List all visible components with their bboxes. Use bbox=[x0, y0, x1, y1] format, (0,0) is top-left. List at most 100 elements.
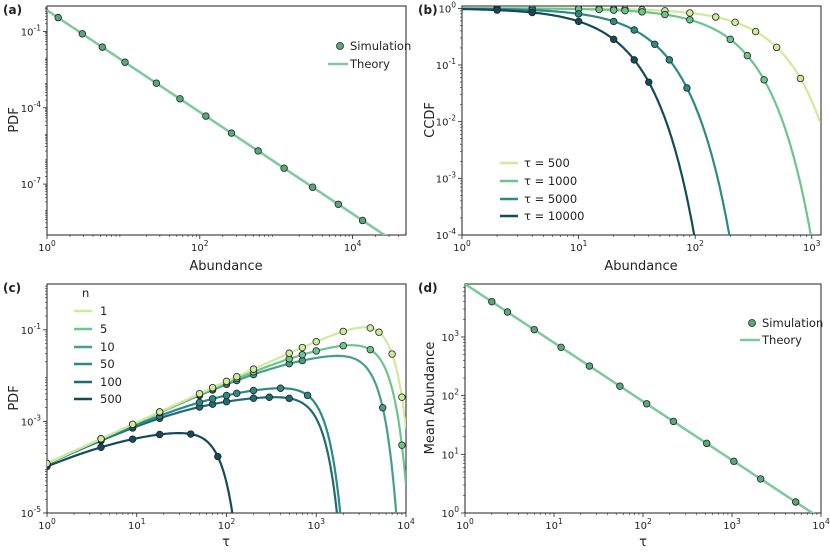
panel-b-xlabel: Abundance bbox=[604, 259, 677, 274]
pdf-point bbox=[339, 342, 347, 350]
pdf-point bbox=[214, 452, 222, 461]
pdf-point bbox=[249, 394, 258, 402]
legend-tau-5000-label: τ = 5000 bbox=[524, 192, 577, 206]
ccdf-point bbox=[751, 27, 760, 36]
x-tick-label: 100 bbox=[456, 517, 474, 532]
pdf-point bbox=[187, 430, 195, 438]
panel-a: (a) Abundance PDF 100 102 10410-110-410-7 … bbox=[3, 3, 411, 274]
pdf-point bbox=[208, 395, 217, 403]
panel-d-label: (d) bbox=[418, 281, 438, 295]
legend-n500-label: 500 bbox=[100, 392, 122, 406]
legend-n-title: n bbox=[82, 286, 89, 300]
panel-d-ylabel: Mean Abundance bbox=[423, 342, 438, 455]
x-tick-label: 100 bbox=[38, 239, 56, 254]
simulation-point bbox=[616, 382, 624, 390]
ccdf-point bbox=[731, 18, 739, 27]
x-tick-label: 103 bbox=[723, 517, 741, 532]
pdf-point bbox=[208, 383, 217, 392]
legend-theory-label: Theory bbox=[761, 333, 802, 347]
simulation-point bbox=[557, 343, 565, 352]
pdf-point bbox=[155, 430, 164, 439]
y-tick-label: 10-2 bbox=[436, 114, 456, 129]
ccdf-point bbox=[665, 56, 674, 64]
x-tick-label: 103 bbox=[307, 517, 325, 532]
x-tick-label: 101 bbox=[128, 517, 146, 532]
panel-b-ticks: 100 101 102 103 100 10-1 10-2 10-3 10-4 bbox=[436, 0, 821, 254]
simulation-point bbox=[227, 129, 236, 137]
ccdf-point bbox=[772, 43, 781, 52]
simulation-point bbox=[78, 30, 87, 38]
ccdf-point bbox=[609, 6, 618, 14]
simulation-point bbox=[530, 325, 538, 334]
simulation-point bbox=[756, 475, 765, 483]
pdf-point bbox=[375, 328, 383, 336]
panel-d-legend: Simulation Theory bbox=[740, 316, 823, 347]
panel-c-marks bbox=[47, 324, 406, 513]
pdf-point bbox=[195, 389, 204, 398]
legend-n5-label: 5 bbox=[100, 322, 107, 336]
panel-b-marks bbox=[462, 6, 821, 235]
ccdf-point bbox=[609, 35, 618, 44]
pdf-point bbox=[298, 351, 307, 359]
x-tick-label: 101 bbox=[570, 239, 588, 254]
x-tick-label: 100 bbox=[38, 517, 56, 532]
panel-a-ticks: 100 102 104 10-1 10-4 10-7 bbox=[21, 6, 399, 254]
x-tick-label: 103 bbox=[803, 239, 821, 254]
panel-b-frame bbox=[461, 5, 822, 236]
ccdf-point bbox=[638, 8, 646, 16]
simulation-point bbox=[585, 362, 594, 370]
pdf-point bbox=[155, 408, 164, 416]
legend-n1-label: 1 bbox=[100, 304, 107, 318]
ccdf-point bbox=[712, 13, 720, 21]
ccdf-point bbox=[609, 17, 618, 26]
pdf-point bbox=[222, 377, 231, 386]
pdf-point bbox=[249, 386, 258, 395]
y-tick-label: 100 bbox=[438, 0, 456, 15]
pdf-line-n100 bbox=[47, 396, 339, 513]
legend-tau-500-label: τ = 500 bbox=[524, 156, 570, 170]
legend-simulation-marker bbox=[748, 319, 756, 327]
ccdf-point bbox=[630, 56, 638, 64]
ccdf-point bbox=[493, 6, 501, 14]
simulation-point bbox=[334, 200, 343, 208]
pdf-point bbox=[398, 441, 406, 449]
panel-c-label: (c) bbox=[3, 281, 21, 295]
x-tick-label: 104 bbox=[344, 239, 362, 254]
panel-b: (b) Abundance CCDF 100 101 102 10310010-110… bbox=[418, 0, 822, 274]
y-tick-label: 10-1 bbox=[436, 57, 456, 72]
x-tick-label: 101 bbox=[545, 517, 563, 532]
simulation-point bbox=[202, 112, 210, 120]
pdf-point bbox=[233, 389, 241, 398]
ccdf-point bbox=[683, 84, 691, 92]
x-tick-label: 104 bbox=[397, 517, 415, 532]
ccdf-point bbox=[574, 17, 583, 26]
panel-d-xlabel: τ bbox=[639, 535, 647, 550]
ccdf-point bbox=[651, 40, 659, 49]
pdf-point bbox=[398, 393, 406, 401]
simulation-point bbox=[121, 58, 129, 66]
pdf-point bbox=[339, 327, 347, 336]
panel-b-legend: τ = 500 τ = 1000 τ = 5000 τ = 10000 bbox=[500, 156, 584, 223]
pdf-point bbox=[366, 324, 374, 332]
pdf-point bbox=[222, 397, 231, 406]
x-tick-label: 102 bbox=[191, 239, 209, 254]
y-tick-label: 10-4 bbox=[436, 227, 456, 242]
simulation-point bbox=[730, 457, 738, 466]
pdf-point bbox=[366, 345, 374, 354]
pdf-point bbox=[47, 459, 51, 468]
ccdf-line-1000 bbox=[462, 7, 812, 235]
panel-a-label: (a) bbox=[3, 3, 22, 17]
pdf-point bbox=[222, 391, 231, 400]
panel-c-legend: n 1 5 10 50 100 500 bbox=[74, 286, 122, 406]
pdf-point bbox=[285, 349, 293, 357]
pdf-point bbox=[97, 443, 105, 451]
ccdf-point bbox=[574, 10, 583, 18]
simulation-point bbox=[488, 297, 496, 306]
legend-tau-1000-label: τ = 1000 bbox=[524, 174, 577, 188]
ccdf-line-5000 bbox=[462, 7, 731, 235]
x-tick-label: 102 bbox=[218, 517, 236, 532]
legend-theory-label: Theory bbox=[349, 57, 390, 71]
ccdf-point bbox=[743, 51, 752, 60]
legend-n100-label: 100 bbox=[100, 375, 122, 389]
panel-c-xlabel: τ bbox=[222, 535, 230, 550]
